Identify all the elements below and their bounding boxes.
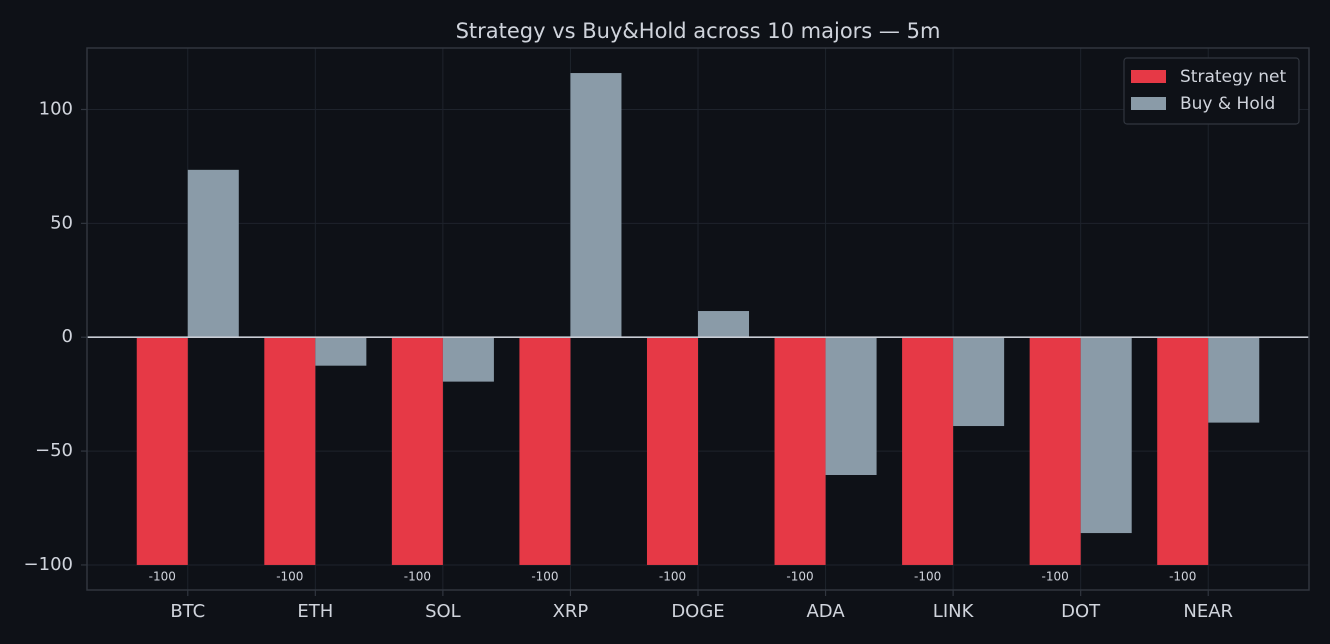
x-tick-label: NEAR (1183, 601, 1233, 622)
bar-strategy-eth (264, 337, 316, 565)
x-tick-label: DOT (1061, 601, 1101, 622)
data-label: -100 (404, 569, 431, 583)
data-label: -100 (1042, 569, 1069, 583)
bar-strategy-link (902, 337, 954, 565)
y-tick-label: 100 (39, 98, 73, 119)
chart-title: Strategy vs Buy&Hold across 10 majors — … (456, 19, 941, 43)
x-tick-label: LINK (933, 601, 975, 622)
bar-buyhold-xrp (570, 73, 622, 338)
legend-label: Strategy net (1180, 67, 1286, 87)
bar-strategy-doge (646, 337, 698, 565)
x-tick-label: ADA (806, 601, 845, 622)
y-tick-label: −50 (35, 440, 73, 461)
bar-buyhold-sol (442, 337, 494, 382)
bar-strategy-ada (774, 337, 826, 565)
legend-swatch (1131, 70, 1166, 83)
legend: Strategy net Buy & Hold (1123, 57, 1300, 125)
bar-buyhold-ada (825, 337, 877, 475)
x-tick-label: BTC (170, 601, 205, 622)
data-label: -100 (786, 569, 813, 583)
bars: -100 -100 -100 -100 -100 -100 -100 -100 -100 (136, 73, 1260, 583)
x-tick-label: XRP (553, 601, 589, 622)
bar-buyhold-eth (315, 337, 367, 366)
data-label: -100 (531, 569, 558, 583)
bar-buyhold-link (953, 337, 1005, 427)
y-tick-label: −100 (24, 554, 73, 575)
x-tick-label: ETH (297, 601, 333, 622)
bar-buyhold-doge (698, 311, 750, 338)
y-tick-label: 0 (62, 326, 73, 347)
x-tick-label: SOL (425, 601, 461, 622)
bar-strategy-near (1157, 337, 1209, 565)
bar-strategy-btc (136, 337, 188, 565)
bar-strategy-xrp (519, 337, 571, 565)
y-tick-label: 50 (50, 212, 73, 233)
bar-buyhold-near (1208, 337, 1260, 423)
data-label: -100 (659, 569, 686, 583)
data-label: -100 (1169, 569, 1196, 583)
data-label: -100 (149, 569, 176, 583)
bar-strategy-dot (1029, 337, 1081, 565)
data-label: -100 (276, 569, 303, 583)
legend-label: Buy & Hold (1180, 94, 1275, 114)
bar-buyhold-btc (187, 169, 239, 338)
legend-swatch (1131, 97, 1166, 110)
legend-box (1123, 57, 1300, 125)
axes: 100 50 0 −50 −100 BTC ETH SOL XRP DOGE ADA LINK DOT N… (24, 47, 1310, 622)
bar-buyhold-dot (1080, 337, 1132, 534)
data-label: -100 (914, 569, 941, 583)
x-tick-label: DOGE (671, 601, 724, 622)
bar-strategy-sol (391, 337, 443, 565)
